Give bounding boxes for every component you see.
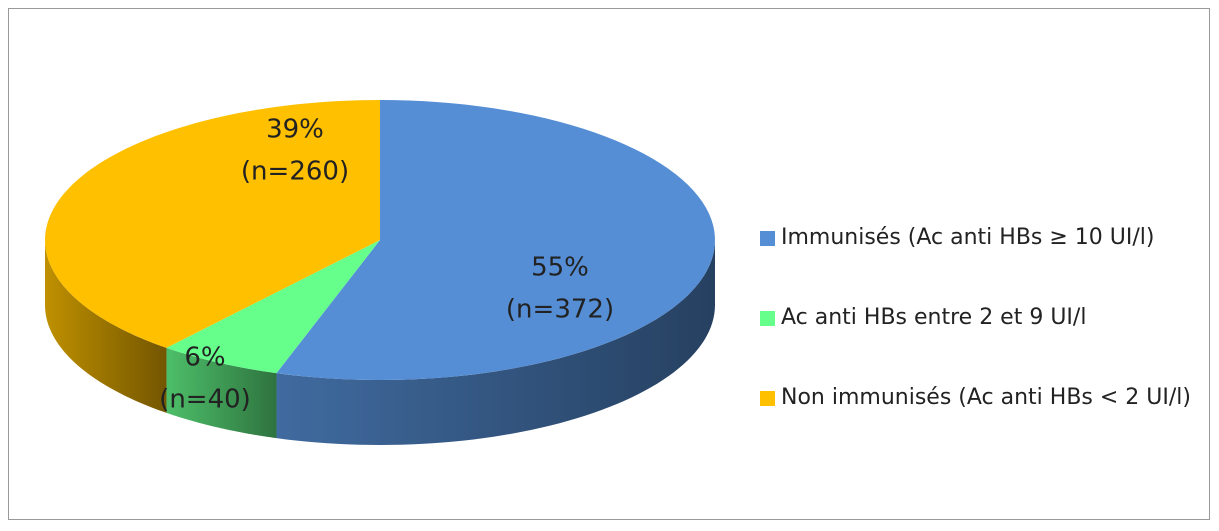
legend-item: Immunisés (Ac anti HBs ≥ 10 UI/l) xyxy=(760,222,1205,254)
count-label: (n=40) xyxy=(159,385,251,415)
pie-slice-side xyxy=(45,240,167,413)
legend-swatch xyxy=(760,311,775,326)
pie-slice-side xyxy=(276,240,715,445)
pie-slice xyxy=(276,100,715,380)
legend-label: Non immunisés (Ac anti HBs < 2 UI/l) xyxy=(781,385,1191,410)
legend-swatch xyxy=(760,391,775,406)
count-label: (n=260) xyxy=(241,157,349,187)
legend-swatch xyxy=(760,231,775,246)
legend-label: Ac anti HBs entre 2 et 9 UI/l xyxy=(781,305,1087,330)
data-label: 55% xyxy=(531,253,589,283)
data-label: 6% xyxy=(184,343,225,373)
pie-slice xyxy=(166,240,380,374)
pie-slice xyxy=(45,100,380,348)
pie-slice-side xyxy=(166,347,277,439)
legend-item: Ac anti HBs entre 2 et 9 UI/l xyxy=(760,302,1205,334)
legend-item: Non immunisés (Ac anti HBs < 2 UI/l) xyxy=(760,382,1205,414)
data-label: 39% xyxy=(266,115,324,145)
legend: Immunisés (Ac anti HBs ≥ 10 UI/l) Ac anti… xyxy=(760,222,1205,462)
legend-label: Immunisés (Ac anti HBs ≥ 10 UI/l) xyxy=(781,225,1155,250)
count-label: (n=372) xyxy=(506,295,614,325)
